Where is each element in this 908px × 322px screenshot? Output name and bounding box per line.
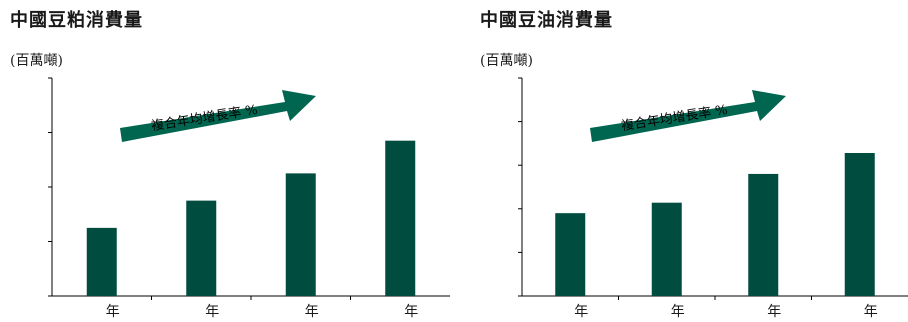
annotation-label: 複合年均增長率 %: [620, 102, 729, 135]
x-tick-label: 年: [305, 304, 319, 320]
bar: [844, 152, 875, 296]
x-tick-label: 年: [671, 304, 685, 320]
bar: [86, 227, 117, 296]
growth-arrow: [120, 90, 316, 142]
chart-title: 中國豆油消費量: [480, 10, 613, 31]
x-tick-label: 年: [205, 304, 219, 320]
chart-panel-oil: 中國豆油消費量 (百萬噸) 年 年 年 年 複合年均增長率 %: [470, 0, 908, 322]
bar: [385, 140, 416, 296]
unit-label: (百萬噸): [10, 53, 63, 69]
bar: [186, 200, 217, 296]
bar: [748, 173, 779, 296]
chart-panel-meal: 中國豆粕消費量 (百萬噸) 年 年 年 年 複合年均增長率 %: [10, 10, 450, 320]
unit-label: (百萬噸): [480, 53, 533, 69]
bar: [285, 173, 316, 296]
x-tick-label: 年: [106, 304, 120, 320]
x-tick-label: 年: [767, 304, 781, 320]
bar-chart-oil: 年 年 年 年 複合年均增長率 %: [518, 77, 908, 320]
x-tick-label: 年: [404, 304, 418, 320]
annotation-label: 複合年均增長率 %: [150, 102, 259, 135]
bar: [555, 213, 586, 296]
x-tick-label: 年: [864, 304, 878, 320]
growth-arrow: [590, 90, 786, 142]
x-tick-label: 年: [574, 304, 588, 320]
bar: [651, 202, 682, 296]
chart-title: 中國豆粕消費量: [10, 10, 143, 31]
bar-chart-meal: 年 年 年 年 複合年均增長率 %: [48, 77, 450, 320]
